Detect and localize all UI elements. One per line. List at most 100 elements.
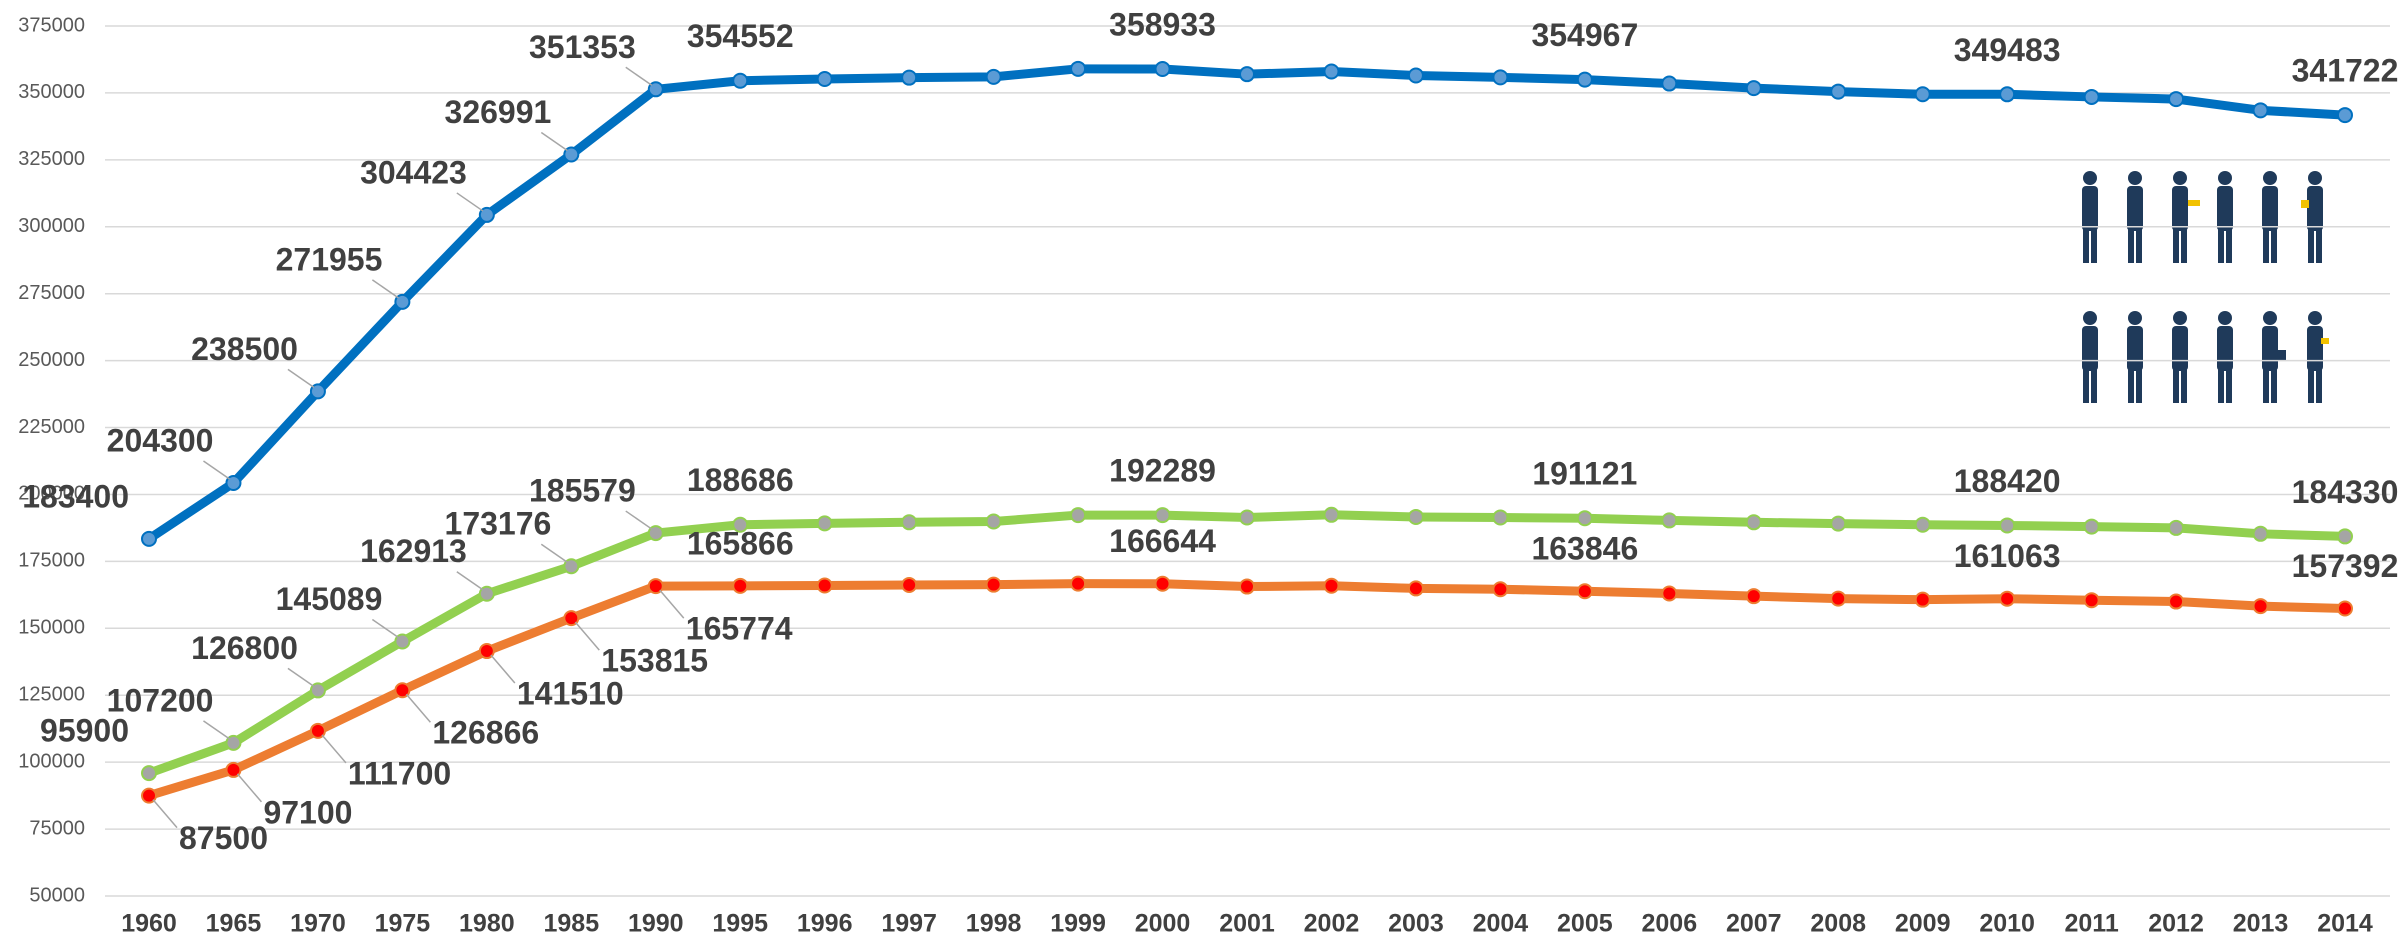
leader-line [203,461,229,479]
data-point [1747,515,1761,529]
data-point [1831,517,1845,531]
x-tick-label: 2007 [1726,910,1782,938]
data-point [142,766,156,780]
x-tick-label: 1965 [206,910,262,938]
x-tick-label: 2013 [2233,910,2289,938]
data-label: 165774 [686,611,793,647]
y-tick-label: 150000 [18,617,85,639]
data-label: 153815 [601,643,708,679]
data-label: 185579 [529,473,636,509]
x-tick-label: 2004 [1473,910,1529,938]
data-point [1409,510,1423,524]
x-tick-label: 1980 [459,910,515,938]
data-label: 238500 [191,331,298,367]
leader-line [660,590,684,618]
data-label: 87500 [179,820,268,856]
leader-line [372,280,398,298]
data-point [987,514,1001,528]
leader-line [457,193,483,211]
data-point [142,532,156,546]
y-tick-label: 325000 [18,148,85,170]
data-label: 326991 [445,94,552,130]
data-label: 141510 [517,675,624,711]
data-point [1662,77,1676,91]
y-tick-label: 225000 [18,416,85,438]
data-label: 184330 [2292,474,2399,510]
data-point [1071,508,1085,522]
x-tick-label: 2003 [1388,910,1444,938]
data-label: 191121 [1532,456,1637,492]
x-tick-label: 2014 [2317,910,2373,938]
data-label: 341722 [2292,53,2399,89]
leader-line [153,800,177,828]
leader-line [491,655,515,683]
data-point [2169,595,2183,609]
data-point [1409,581,1423,595]
x-tick-label: 1997 [881,910,937,938]
data-point [1156,62,1170,76]
data-point [733,74,747,88]
data-label: 126800 [191,630,298,666]
y-tick-label: 125000 [18,684,85,706]
leader-line [288,369,314,387]
data-point [733,579,747,593]
data-label: 145089 [276,581,383,617]
data-point [1493,70,1507,84]
data-label: 173176 [445,506,552,542]
x-tick-label: 1996 [797,910,853,938]
x-tick-label: 2006 [1641,910,1697,938]
data-point [2085,90,2099,104]
data-point [1747,589,1761,603]
decoration-people [2082,171,2329,403]
data-label: 163846 [1531,531,1638,567]
data-point [2085,520,2099,534]
data-point [902,71,916,85]
data-point [818,578,832,592]
data-point [1156,577,1170,591]
data-point [1156,508,1170,522]
data-point [1578,511,1592,525]
data-label: 97100 [263,794,352,830]
x-tick-label: 1998 [966,910,1022,938]
data-point [1324,579,1338,593]
data-label: 165866 [687,525,794,561]
x-tick-label: 2009 [1895,910,1951,938]
data-point [2338,529,2352,543]
y-tick-label: 275000 [18,282,85,304]
data-point [1240,580,1254,594]
y-tick-label: 300000 [18,215,85,237]
leader-line [203,721,229,739]
data-point [1662,587,1676,601]
data-point [1071,62,1085,76]
data-point [1240,510,1254,524]
data-point [987,578,1001,592]
data-label: 271955 [276,241,383,277]
data-point [2338,108,2352,122]
leader-line [575,622,599,650]
data-label: 304423 [360,154,467,190]
data-point [902,578,916,592]
data-label: 354552 [687,18,794,54]
data-label: 204300 [107,422,214,458]
data-label: 351353 [529,29,636,65]
x-tick-label: 1985 [543,910,599,938]
x-tick-label: 2012 [2148,910,2204,938]
x-tick-label: 1995 [712,910,768,938]
data-point [1578,73,1592,87]
data-point [1831,592,1845,606]
leader-line [626,511,652,529]
data-label: 126866 [432,715,539,751]
data-label: 161063 [1954,538,2061,574]
data-point [2085,593,2099,607]
data-point [1493,510,1507,524]
data-point [987,70,1001,84]
x-tick-label: 2001 [1219,910,1275,938]
y-tick-label: 100000 [18,750,85,772]
data-point [1916,87,1930,101]
data-point [1324,508,1338,522]
leader-line [288,668,314,686]
data-point [818,72,832,86]
data-point [1662,513,1676,527]
data-point [1916,518,1930,532]
data-point [902,515,916,529]
